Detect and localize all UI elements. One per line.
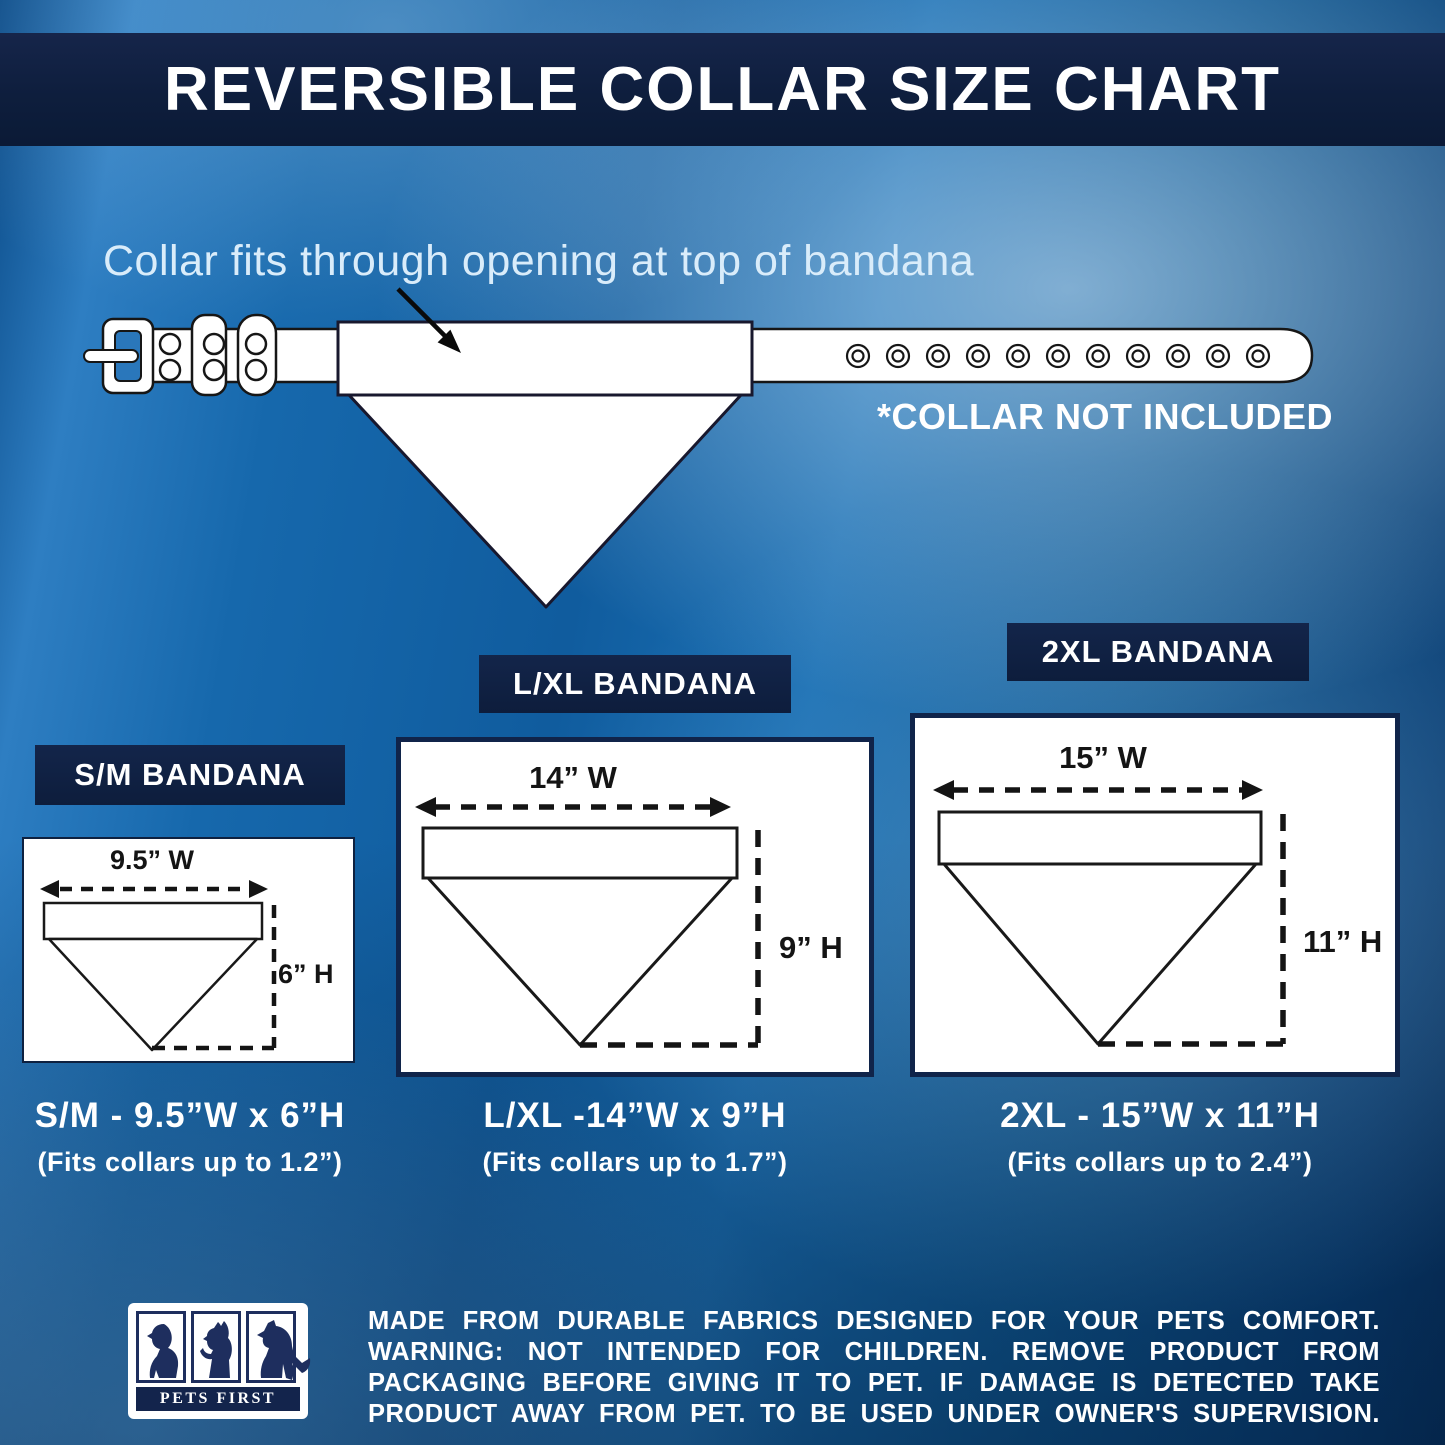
bandana-triangle-lxl bbox=[426, 876, 734, 1047]
fit-caption-lxl: (Fits collars up to 1.7”) bbox=[482, 1147, 788, 1177]
size-caption-sm: S/M - 9.5”W x 6”H bbox=[34, 1096, 346, 1135]
width-arrow-lxl bbox=[415, 797, 731, 817]
caption-2xl: 2XL - 15”W x 11”H (Fits collars up to 2.… bbox=[950, 1096, 1370, 1178]
collar-keeper-loop bbox=[190, 313, 228, 397]
panel-header-sm: S/M BANDANA bbox=[35, 745, 345, 805]
height-label-2xl: 11” H bbox=[1303, 924, 1383, 959]
warning-text: MADE FROM DURABLE FABRICS DESIGNED FOR Y… bbox=[368, 1306, 1380, 1430]
bandana-band bbox=[336, 320, 754, 397]
strap-holes bbox=[845, 343, 1271, 369]
bandana-diagram-2xl bbox=[933, 780, 1286, 1047]
width-arrow-2xl bbox=[933, 780, 1263, 800]
bandana-diagram-sm bbox=[40, 880, 277, 1052]
shepherd-dog-icon bbox=[257, 1320, 311, 1380]
bandana-band-2xl bbox=[937, 810, 1263, 866]
logo-wordmark: PETS FIRST bbox=[136, 1387, 300, 1411]
warning-line-4: PRODUCT AWAY FROM PET. TO BE USED UNDER … bbox=[368, 1400, 1380, 1428]
warning-line-3: PACKAGING BEFORE GIVING IT TO PET. IF DA… bbox=[368, 1369, 1380, 1397]
title-banner: REVERSIBLE COLLAR SIZE CHART bbox=[0, 33, 1445, 146]
caption-lxl: L/XL -14”W x 9”H (Fits collars up to 1.7… bbox=[440, 1096, 830, 1178]
warning-line-1: MADE FROM DURABLE FABRICS DESIGNED FOR Y… bbox=[368, 1307, 1380, 1335]
fit-caption-2xl: (Fits collars up to 2.4”) bbox=[1007, 1147, 1313, 1177]
width-label-2xl: 15” W bbox=[1059, 740, 1147, 775]
begging-dog-icon bbox=[200, 1321, 232, 1378]
bandana-diagram-lxl bbox=[415, 797, 761, 1048]
logo-dog-frames bbox=[136, 1311, 311, 1383]
bandana-band-sm bbox=[42, 901, 264, 941]
diagram-box-sm: 9.5” W 6” H bbox=[22, 837, 355, 1063]
sitting-dog-icon bbox=[147, 1324, 179, 1378]
height-guide-2xl bbox=[1098, 814, 1286, 1047]
panel-header-sm-label: S/M BANDANA bbox=[74, 757, 306, 792]
panel-header-2xl: 2XL BANDANA bbox=[1007, 623, 1309, 681]
pointer-arrow-icon bbox=[396, 287, 461, 353]
height-guide-sm bbox=[152, 905, 277, 1051]
size-caption-2xl: 2XL - 15”W x 11”H bbox=[1000, 1096, 1320, 1135]
dog-frame-3 bbox=[246, 1311, 311, 1383]
height-label-sm: 6” H bbox=[278, 959, 334, 989]
width-label-lxl: 14” W bbox=[529, 760, 617, 795]
bandana-triangle-2xl bbox=[942, 862, 1258, 1046]
warning-line-2: WARNING: NOT INTENDED FOR CHILDREN. REMO… bbox=[368, 1338, 1380, 1366]
width-label-sm: 9.5” W bbox=[109, 845, 195, 875]
panel-header-lxl: L/XL BANDANA bbox=[479, 655, 791, 713]
panel-header-lxl-label: L/XL BANDANA bbox=[513, 666, 757, 701]
height-guide-lxl bbox=[580, 830, 761, 1048]
collar-not-included-note: *COLLAR NOT INCLUDED bbox=[877, 396, 1333, 437]
width-arrow-sm bbox=[40, 880, 268, 898]
collar-caption: Collar fits through opening at top of ba… bbox=[103, 237, 975, 285]
pets-first-logo: PETS FIRST bbox=[128, 1303, 311, 1419]
caption-sm: S/M - 9.5”W x 6”H (Fits collars up to 1.… bbox=[0, 1096, 380, 1178]
diagram-box-2xl: 15” W 11” H bbox=[910, 713, 1400, 1077]
bandana-band-lxl bbox=[421, 826, 739, 880]
collar-buckle-icon bbox=[83, 317, 155, 395]
panel-header-2xl-label: 2XL BANDANA bbox=[1041, 634, 1275, 669]
diagram-box-lxl: 14” W 9” H bbox=[396, 737, 874, 1077]
dog-frame-1 bbox=[136, 1311, 186, 1383]
buckle-hole-pairs bbox=[158, 332, 268, 382]
bandana-triangle-sm bbox=[47, 937, 259, 1052]
fit-caption-sm: (Fits collars up to 1.2”) bbox=[37, 1147, 343, 1177]
page-title: REVERSIBLE COLLAR SIZE CHART bbox=[164, 55, 1281, 124]
collar-bandana-illustration bbox=[83, 287, 1314, 609]
height-label-lxl: 9” H bbox=[779, 930, 843, 965]
size-caption-lxl: L/XL -14”W x 9”H bbox=[483, 1096, 787, 1135]
dog-frame-2 bbox=[191, 1311, 241, 1383]
bandana-triangle bbox=[347, 393, 743, 609]
